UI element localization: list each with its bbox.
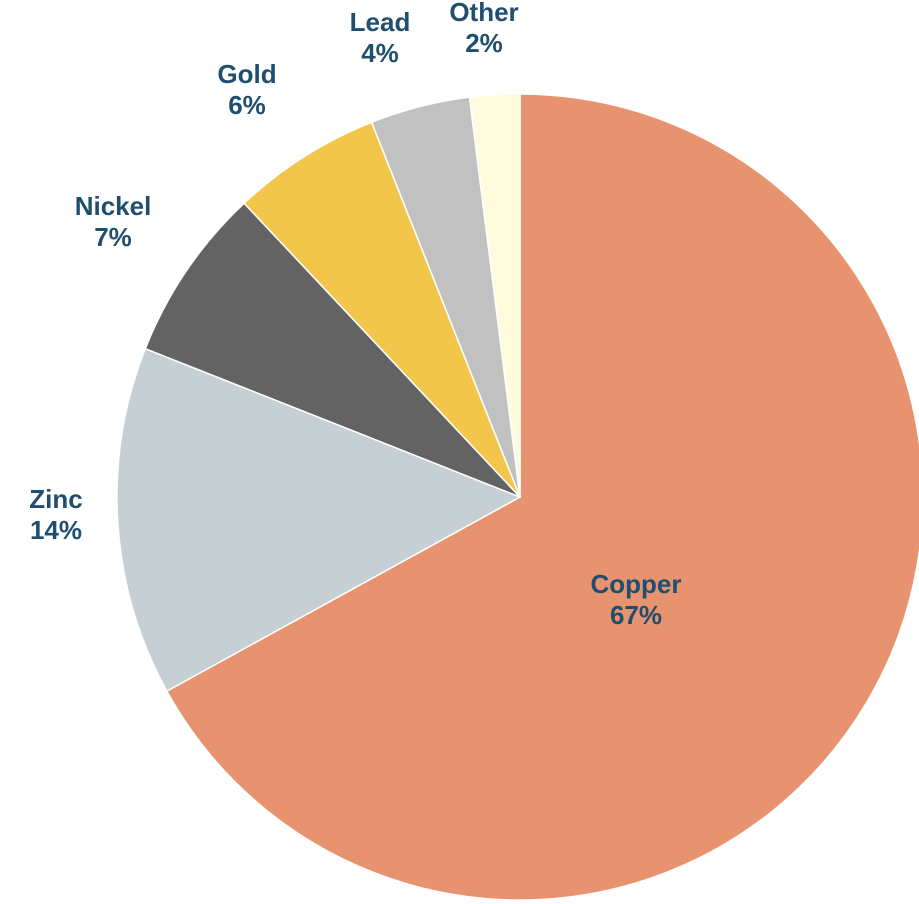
pie-slice-copper: [165, 93, 919, 901]
slice-value-lead: 4%: [361, 38, 399, 68]
slice-name-zinc: Zinc: [29, 484, 82, 514]
slice-label-gold: Gold 6%: [217, 59, 276, 120]
pie-slice-zinc: [116, 347, 522, 693]
slice-value-zinc: 14%: [30, 515, 82, 545]
slice-name-other: Other: [449, 0, 518, 27]
slice-value-copper: 67%: [610, 600, 662, 630]
slice-name-lead: Lead: [350, 7, 411, 37]
pie-slice-other: [468, 93, 521, 498]
slice-label-lead: Lead 4%: [350, 7, 411, 68]
slice-value-other: 2%: [465, 28, 503, 58]
slice-label-nickel: Nickel 7%: [75, 191, 152, 252]
pie-slice-gold: [243, 121, 521, 498]
slice-name-copper: Copper: [591, 569, 682, 599]
pie-labels: Copper 67% Zinc 14% Nickel 7% Gold 6% Lead 4% Othe…: [29, 0, 681, 630]
slice-name-nickel: Nickel: [75, 191, 152, 221]
slice-label-other: Other 2%: [449, 0, 518, 58]
slice-label-zinc: Zinc 14%: [29, 484, 82, 545]
slice-name-gold: Gold: [217, 59, 276, 89]
slice-label-copper: Copper 67%: [591, 569, 682, 630]
slice-value-gold: 6%: [228, 90, 266, 120]
slice-value-nickel: 7%: [94, 222, 132, 252]
pie-slices: [116, 93, 919, 901]
pie-slice-nickel: [144, 202, 521, 498]
